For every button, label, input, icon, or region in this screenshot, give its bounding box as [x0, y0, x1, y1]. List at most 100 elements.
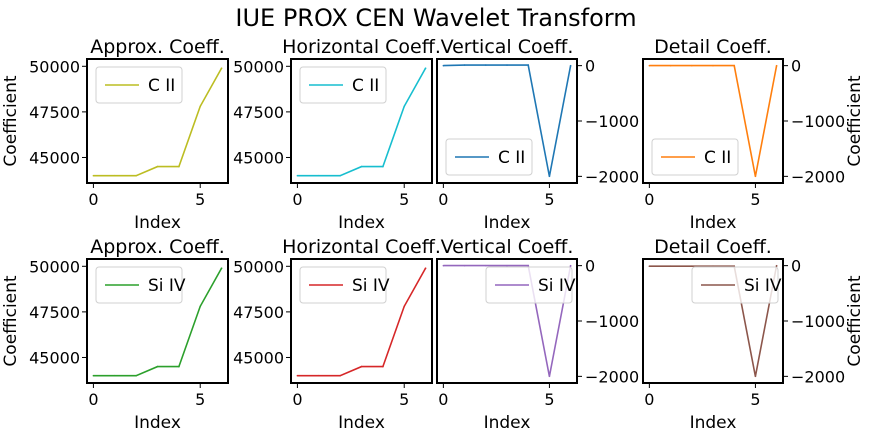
x-tick-label: 0 [292, 390, 302, 409]
y-tick-label: 0 [791, 257, 801, 276]
y-tick-label: 45000 [233, 348, 284, 367]
data-point [754, 175, 757, 178]
subplot-title: Vertical Coeff. [441, 236, 574, 258]
subplot-title: Horizontal Coeff. [282, 36, 441, 58]
data-point [754, 375, 757, 378]
y-tick-label: −2000 [585, 167, 639, 186]
data-point [317, 374, 320, 377]
axes-frame [86, 58, 229, 184]
y-tick-label: 45000 [29, 348, 80, 367]
x-tick-label: 5 [399, 190, 409, 209]
x-axis-label: Index [484, 413, 531, 433]
legend-label: C II [704, 148, 731, 168]
data-point [156, 165, 159, 168]
x-tick-label: 5 [544, 190, 554, 209]
data-point [484, 64, 487, 66]
data-point [442, 64, 445, 67]
y-tick-label: −1000 [585, 312, 639, 331]
axes-frame [290, 58, 433, 184]
legend-label: C II [148, 76, 175, 96]
data-point [113, 174, 116, 177]
data-point [569, 64, 572, 67]
y-tick-label: 0 [791, 57, 801, 76]
y-tick-label: 45000 [233, 148, 284, 167]
legend-label: Si IV [148, 276, 186, 296]
subplot-3: Vertical Coeff. 0 5 Index −2000 −1000 0 C II [436, 36, 639, 233]
data-point [669, 64, 672, 67]
data-point [382, 365, 384, 368]
subplot-title: Approx. Coeff. [90, 36, 225, 58]
data-point [733, 64, 736, 67]
y-axis-label: Coefficient [1, 75, 21, 166]
x-tick-label: 5 [399, 390, 409, 409]
data-point [199, 305, 202, 308]
data-point [712, 64, 714, 67]
legend-label: Si IV [744, 276, 782, 296]
legend: C II [445, 138, 533, 176]
data-point [775, 64, 778, 67]
x-axis-label: Index [134, 413, 181, 433]
data-point [527, 64, 530, 66]
legend-label: C II [498, 148, 525, 168]
data-point [296, 174, 299, 177]
data-point [569, 264, 572, 267]
x-tick-label: 0 [438, 390, 448, 409]
data-point [424, 67, 427, 69]
data-point [382, 165, 384, 168]
subplot-title: Approx. Coeff. [90, 236, 225, 258]
legend: C II [651, 138, 739, 176]
y-tick-label: −1000 [791, 312, 845, 331]
data-point [548, 175, 551, 178]
data-point [648, 64, 651, 67]
data-point [403, 105, 406, 108]
subplot-7: Vertical Coeff. 0 5 Index −2000 −1000 0 Si IV [436, 236, 639, 433]
subplot-title: Detail Coeff. [654, 36, 772, 58]
legend: Si IV [485, 266, 576, 304]
subplot-title: Vertical Coeff. [441, 36, 574, 58]
x-tick-label: 5 [195, 390, 205, 409]
data-point [690, 64, 693, 67]
y-tick-label: 47500 [233, 103, 284, 122]
y-tick-label: 0 [585, 57, 595, 76]
data-point [156, 365, 159, 368]
y-tick-label: 47500 [29, 303, 80, 322]
y-tick-label: −2000 [791, 167, 845, 186]
legend: C II [95, 66, 183, 104]
data-point [403, 305, 406, 308]
x-axis-label: Index [134, 213, 181, 233]
subplot-1: Approx. Coeff. 0 5 Index 45000 47500 50000 Coef… [1, 36, 229, 233]
legend: Si IV [299, 266, 390, 304]
x-axis-label: Index [338, 413, 385, 433]
x-axis-label: Index [484, 213, 531, 233]
x-tick-label: 5 [544, 390, 554, 409]
data-point [135, 374, 137, 377]
data-point [317, 174, 320, 177]
x-tick-label: 0 [644, 390, 654, 409]
subplot-title: Horizontal Coeff. [282, 236, 441, 258]
data-point [424, 267, 427, 269]
x-tick-label: 5 [750, 190, 760, 209]
subplot-title: Detail Coeff. [654, 236, 772, 258]
axes-frame [290, 258, 433, 384]
data-point [506, 64, 508, 66]
data-point [669, 265, 672, 267]
data-point [548, 375, 551, 378]
subplot-2: Horizontal Coeff. 0 5 Index 45000 47500 50000 C… [233, 36, 441, 233]
legend-label: Si IV [352, 276, 390, 296]
x-tick-label: 5 [195, 190, 205, 209]
data-point [113, 374, 116, 377]
y-tick-label: 47500 [29, 103, 80, 122]
data-point [92, 174, 95, 177]
y-tick-label: −2000 [585, 367, 639, 386]
legend-label: C II [352, 76, 379, 96]
data-point [220, 267, 223, 269]
data-point [199, 105, 202, 108]
data-point [648, 265, 651, 267]
x-axis-label: Index [690, 213, 737, 233]
y-tick-label: 50000 [29, 57, 80, 76]
y-tick-label: −2000 [791, 367, 845, 386]
data-point [178, 165, 180, 168]
x-tick-label: 0 [88, 190, 98, 209]
data-point [506, 264, 508, 267]
